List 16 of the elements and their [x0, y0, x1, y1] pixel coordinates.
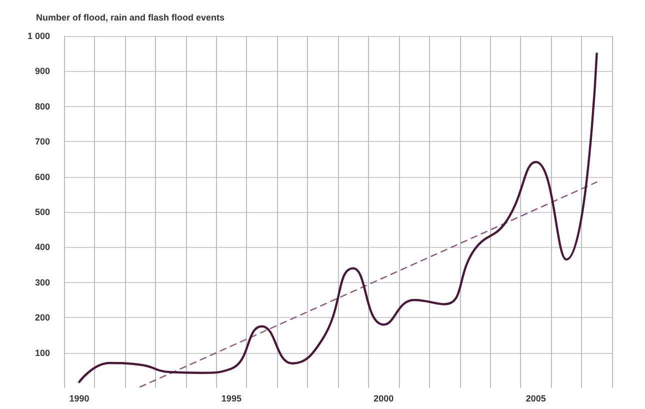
x-tick-label: 2000: [374, 394, 394, 404]
y-tick-label: 200: [34, 312, 50, 323]
y-tick-label: 500: [34, 207, 50, 217]
x-tick-label: 1995: [221, 394, 242, 404]
y-tick-label: 900: [34, 66, 50, 76]
y-axis-title: Number of flood, rain and flash flood events: [36, 12, 225, 22]
y-tick-label: 100: [34, 348, 50, 358]
x-tick-label: 2005: [526, 394, 546, 404]
y-tick-label: 700: [34, 136, 50, 147]
y-tick-label: 1 000: [27, 31, 50, 41]
y-tick-label: 600: [34, 172, 50, 182]
y-tick-label: 800: [34, 101, 50, 112]
x-tick-label: 1990: [69, 394, 90, 404]
y-tick-label: 400: [34, 242, 50, 252]
line-series: [78, 52, 598, 384]
y-tick-label: 300: [34, 277, 50, 288]
